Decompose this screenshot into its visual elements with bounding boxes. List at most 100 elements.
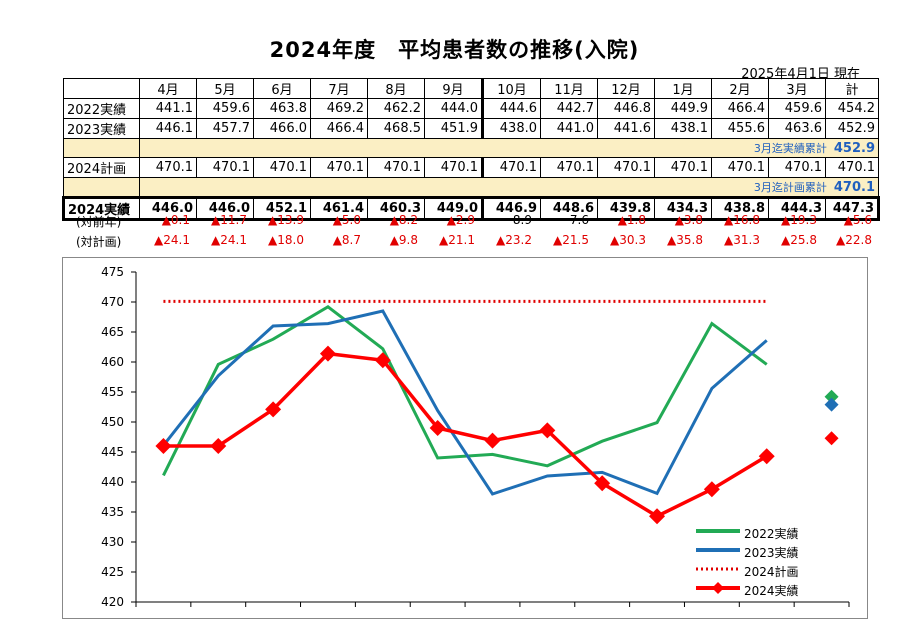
- column-header: 4月: [139, 78, 197, 99]
- y-tick-label: 475: [101, 265, 124, 279]
- delta-value: 7.6: [569, 213, 589, 227]
- table-cell: 446.0: [196, 196, 254, 221]
- table-cell: 469.2: [310, 98, 368, 119]
- cumulative-cell: 3月迄計画累計 470.1: [139, 177, 879, 198]
- table-cell: 466.4: [310, 118, 368, 139]
- table-cell: 470.1: [253, 157, 311, 178]
- series-line-2024-actual: [163, 351, 768, 519]
- delta-value: ▲0.1: [161, 213, 190, 227]
- chart-area: 475 470 465 460 455 450 445 440 435 430 425 420: [62, 257, 868, 619]
- column-header: 6月: [253, 78, 311, 99]
- row-label: 2024計画: [63, 157, 140, 178]
- table-cell: 451.9: [424, 118, 483, 139]
- table-cell: 449.9: [654, 98, 712, 119]
- column-header: 9月: [424, 78, 483, 99]
- data-point: [703, 481, 720, 498]
- column-header: 2月: [711, 78, 769, 99]
- legend-label: 2022実績: [744, 527, 799, 541]
- data-point: [649, 508, 666, 525]
- y-tick-label: 470: [101, 295, 124, 309]
- delta-value: ▲24.1: [211, 233, 247, 247]
- table-cell: 470.1: [424, 157, 483, 178]
- delta-value: ▲11.7: [211, 213, 247, 227]
- table-header-row: 4月 5月 6月 7月 8月 9月 10月 11月 12月 1月 2月 3月計: [63, 78, 879, 99]
- legend-label: 2023実績: [744, 546, 799, 560]
- table-cell: 444.0: [424, 98, 483, 119]
- y-tick-label: 460: [101, 355, 124, 369]
- cumulative-blank-cell: [63, 138, 140, 158]
- column-header: 10月: [481, 78, 541, 99]
- delta-value: ▲9.8: [389, 233, 418, 247]
- delta-value: ▲13.9: [268, 213, 304, 227]
- line-chart: 475 470 465 460 455 450 445 440 435 430 425 420: [101, 265, 850, 609]
- y-tick-label: 430: [101, 535, 124, 549]
- table-cell: 463.6: [768, 118, 826, 139]
- table-row: 2023実績 446.1 457.7 466.0 466.4 468.5 451.9 438.…: [63, 118, 879, 139]
- y-tick-label: 465: [101, 325, 124, 339]
- delta-value: ▲19.3: [781, 213, 817, 227]
- cumulative-cell: 3月迄実績累計 452.9: [139, 138, 879, 158]
- table-cell: 438.0: [481, 118, 541, 139]
- cumulative-value: 470.1: [833, 180, 875, 195]
- data-point: [374, 352, 391, 369]
- y-tick-label: 435: [101, 505, 124, 519]
- delta-value: ▲2.9: [446, 213, 475, 227]
- sub-row-label: (対前年): [76, 215, 122, 229]
- delta-value: ▲23.2: [496, 233, 532, 247]
- column-header: 8月: [367, 78, 425, 99]
- data-point: [319, 345, 336, 362]
- delta-value: ▲35.8: [667, 233, 703, 247]
- table-cell: 446.9: [481, 196, 541, 221]
- table-cell: 460.3: [367, 196, 425, 221]
- delta-value: ▲8.7: [332, 233, 361, 247]
- delta-value: ▲25.8: [781, 233, 817, 247]
- table-row: 2024計画 470.1 470.1 470.1 470.1 470.1 470.1 470.…: [63, 157, 879, 178]
- delta-value: ▲1.8: [617, 213, 646, 227]
- y-tick-label: 420: [101, 595, 124, 609]
- table-cell: 470.1: [481, 157, 541, 178]
- data-point: [429, 420, 446, 436]
- table-cell: 446.8: [597, 98, 655, 119]
- table-cell: 439.8: [597, 196, 655, 221]
- data-point: [484, 432, 501, 449]
- column-header: 1月: [654, 78, 712, 99]
- data-point: [210, 438, 227, 454]
- delta-value: 8.9: [512, 213, 532, 227]
- table-cell: 463.8: [253, 98, 311, 119]
- series-line-2022-actual: [162, 304, 768, 477]
- table-cell: 470.1: [597, 157, 655, 178]
- delta-value: ▲3.8: [674, 213, 703, 227]
- delta-value: ▲30.3: [610, 233, 646, 247]
- table-cell: 454.2: [825, 98, 879, 119]
- column-header: 5月: [196, 78, 254, 99]
- table-cell: 470.1: [768, 157, 826, 178]
- cumulative-value: 452.9: [833, 141, 875, 156]
- data-point: [758, 448, 775, 465]
- data-point: [539, 422, 556, 439]
- delta-value: ▲18.0: [268, 233, 304, 247]
- sub-row-label: (対計画): [76, 235, 122, 249]
- table-cell: 442.7: [540, 98, 598, 119]
- legend-swatch: [696, 548, 740, 552]
- table-cell: 470.1: [310, 157, 368, 178]
- table-cell: 466.4: [711, 98, 769, 119]
- table-cell: 470.1: [654, 157, 712, 178]
- column-header: 11月: [540, 78, 598, 99]
- row-label: 2022実績: [63, 98, 140, 119]
- table-cell: 441.0: [540, 118, 598, 139]
- total-point: [824, 389, 839, 404]
- table-cell: 468.5: [367, 118, 425, 139]
- legend-swatch: [696, 567, 740, 571]
- table-cell: 452.1: [253, 196, 311, 221]
- y-tick-label: 445: [101, 445, 124, 459]
- table-cell: 470.1: [367, 157, 425, 178]
- data-table: 4月 5月 6月 7月 8月 9月 10月 11月 12月 1月 2月 3月計 2022実績 441.1 4…: [62, 78, 880, 221]
- cumulative-row: 3月迄計画累計 470.1: [63, 177, 879, 198]
- cumulative-label: 3月迄計画累計: [753, 181, 827, 194]
- table-cell: 434.3: [654, 196, 712, 221]
- y-tick-label: 450: [101, 415, 124, 429]
- column-header: 12月: [597, 78, 655, 99]
- delta-value: ▲5.0: [332, 213, 361, 227]
- table-cell: 438.1: [654, 118, 712, 139]
- delta-value: ▲21.5: [553, 233, 589, 247]
